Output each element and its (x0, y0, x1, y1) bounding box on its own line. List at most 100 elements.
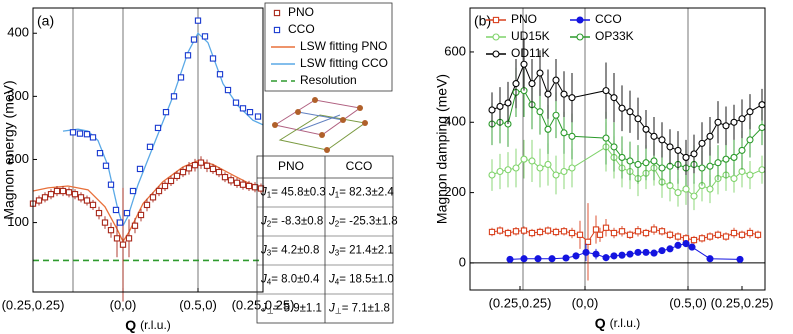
marker (746, 108, 754, 116)
x-tick-label: (0.25,0.25) (2, 297, 65, 312)
legend-label: OD11K (511, 46, 549, 60)
x-axis-label: Q (r.l.u.) (595, 315, 641, 331)
marker (112, 206, 120, 214)
marker (512, 80, 520, 88)
table-cell: J⊥= 7.1±1.8 (328, 303, 390, 316)
marker (618, 228, 626, 235)
marker (194, 17, 202, 24)
legend-label: OP33K (595, 29, 634, 43)
marker (690, 192, 698, 200)
marker (666, 143, 674, 151)
inset-atom (272, 122, 278, 128)
marker (582, 248, 590, 256)
marker (221, 173, 229, 181)
marker (722, 122, 730, 130)
marker (123, 209, 131, 217)
marker (77, 194, 85, 201)
marker (592, 250, 600, 258)
marker (674, 233, 682, 240)
marker (35, 197, 43, 204)
table-cell: J4= 18.5±1.0 (328, 274, 394, 287)
marker (89, 201, 97, 209)
marker (746, 136, 754, 144)
marker (626, 231, 634, 238)
marker (626, 157, 634, 165)
parameter-value: = 45.8±0.3 (271, 187, 326, 199)
marker (520, 255, 528, 263)
marker (119, 241, 127, 248)
marker (131, 222, 139, 229)
marker (552, 228, 560, 236)
marker (488, 106, 496, 114)
parameter-value: = 8.0±0.4 (271, 274, 320, 286)
parameter-symbol: J (328, 245, 335, 257)
marker (730, 174, 738, 183)
x-tick-label: (0.25,0.25) (489, 295, 552, 310)
marker (102, 162, 110, 169)
marker (602, 87, 610, 95)
table-cell: J3= 21.4±2.1 (328, 245, 394, 258)
marker (730, 229, 738, 237)
parameter-symbol: J (260, 187, 267, 199)
marker (602, 134, 610, 142)
x-tick-label: (0.5,0) (179, 297, 217, 312)
legend-label: LSW fitting PNO (300, 39, 387, 53)
marker (155, 187, 163, 195)
marker (520, 227, 528, 234)
marker (149, 194, 157, 201)
x-tick-label: (0.25,0.25) (711, 295, 774, 310)
parameter-value: = 82.3±2.4 (339, 187, 394, 199)
parameter-symbol: J (328, 274, 335, 286)
marker (618, 251, 626, 259)
marker (113, 235, 121, 242)
marker (146, 143, 154, 150)
legend-label: PNO (511, 12, 537, 26)
marker (682, 185, 690, 193)
marker (201, 33, 209, 40)
legend-label: PNO (288, 5, 314, 19)
marker (83, 197, 91, 204)
marker (129, 187, 137, 195)
parameter-subscript: 4 (335, 278, 340, 287)
y-axis-label: Magnon energy (meV) (1, 80, 17, 219)
marker (528, 80, 536, 88)
marker (89, 134, 97, 141)
parameter-symbol: J (260, 274, 267, 286)
marker (576, 33, 584, 41)
marker (239, 181, 247, 188)
marker (642, 159, 650, 167)
parameter-subscript: 1 (335, 191, 340, 200)
parameter-symbol: J (328, 216, 335, 228)
marker (154, 124, 162, 132)
marker (143, 201, 151, 209)
marker (576, 231, 584, 238)
parameter-subscript: ⊥ (335, 307, 342, 316)
y-tick-label: 600 (444, 43, 466, 58)
marker (674, 146, 682, 154)
parameter-subscript: 1 (267, 191, 272, 200)
marker (714, 118, 722, 126)
marker (642, 125, 650, 133)
parameter-symbol: J (328, 187, 335, 199)
parameter-value: = 5.9±1.1 (274, 303, 322, 315)
marker (136, 165, 144, 173)
inset-atom (357, 105, 363, 111)
marker (224, 86, 232, 94)
marker (602, 224, 610, 231)
parameter-symbol: J (260, 216, 267, 228)
x-tick-label: (0.5,0) (669, 295, 707, 310)
x-axis-symbol: Q (595, 315, 606, 331)
marker (552, 171, 560, 179)
inset-atom (295, 109, 301, 115)
parameter-symbol: J (328, 303, 335, 315)
y-tick-label: 400 (444, 114, 466, 129)
marker (254, 113, 262, 120)
marker (560, 167, 568, 176)
y-tick-label: 300 (7, 88, 29, 103)
legend-label: LSW fitting CCO (300, 56, 388, 70)
marker (754, 231, 762, 238)
parameter-value: = 18.5±1.0 (339, 274, 394, 286)
marker (562, 254, 570, 262)
marker (544, 227, 552, 234)
